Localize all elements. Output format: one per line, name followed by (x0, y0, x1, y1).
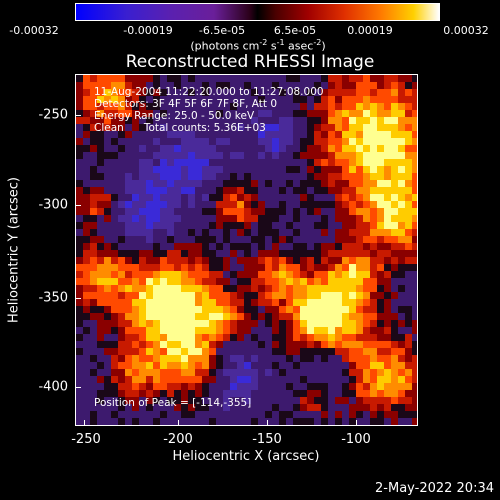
colorbar-tick: -0.00032 (9, 24, 59, 37)
y-tick-label: -300 (38, 197, 68, 213)
timestamp: 2-May-2022 20:34 (375, 481, 494, 496)
x-tick-mark (356, 420, 357, 426)
y-tick-mark (75, 387, 81, 388)
colorbar-tick: 6.5e-05 (273, 24, 317, 37)
colorbar-tick: 0.00019 (347, 24, 393, 37)
annotation-detectors: Detectors: 3F 4F 5F 6F 7F 8F, Att 0 (94, 98, 278, 110)
y-tick-mark (75, 298, 81, 299)
annotation-counts: Clean Total counts: 5.36E+03 (94, 122, 266, 134)
x-tick-label: -150 (252, 432, 282, 447)
annotation-energy: Energy Range: 25.0 - 50.0 keV (94, 110, 255, 122)
colorbar (75, 3, 440, 21)
x-tick-mark (267, 420, 268, 426)
colorbar-tick: 0.00032 (443, 24, 489, 37)
x-tick-mark (178, 420, 179, 426)
y-tick-label: -350 (38, 290, 68, 306)
heatmap-image (76, 75, 417, 425)
x-tick-mark (84, 420, 85, 426)
x-tick-label: -250 (71, 432, 101, 447)
image-title: Reconstructed RHESSI Image (125, 52, 375, 72)
y-tick-mark (75, 205, 81, 206)
x-tick-label: -200 (163, 432, 193, 447)
x-axis-label: Heliocentric X (arcsec) (172, 449, 320, 464)
x-tick-label: -100 (341, 432, 371, 447)
y-tick-label: -250 (38, 107, 68, 123)
annotation-time-range: 11-Aug-2004 11:22:20.000 to 11:27:08.000 (94, 86, 324, 98)
image-plot: 11-Aug-2004 11:22:20.000 to 11:27:08.000… (75, 74, 418, 426)
y-tick-mark (75, 115, 81, 116)
annotation-peak-position: Position of Peak = [-114,-355] (94, 397, 252, 409)
colorbar-units: (photons cm-2 s-1 asec-2) (190, 38, 326, 53)
y-axis-label: Heliocentric Y (arcsec) (6, 177, 22, 323)
colorbar-tick: -6.5e-05 (198, 24, 246, 37)
colorbar-tick: -0.00019 (123, 24, 173, 37)
y-tick-label: -400 (38, 379, 68, 395)
